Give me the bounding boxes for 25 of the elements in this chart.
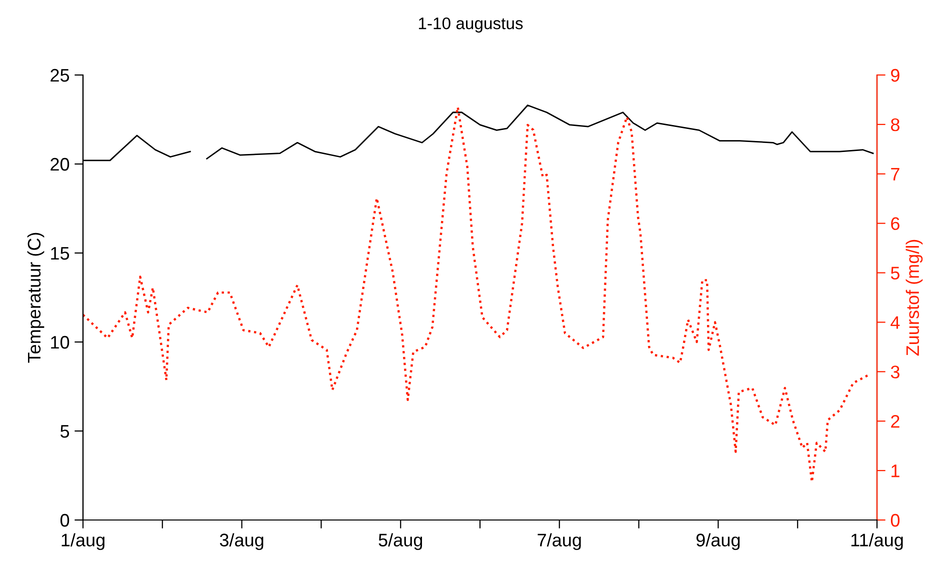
x-tick-label: 1/aug — [62, 533, 104, 550]
y2-axis-title: Zuurstof (mg/l) — [906, 240, 923, 356]
y2-tick-label: 0 — [890, 514, 900, 527]
x-tick-label: 9/aug — [696, 533, 740, 550]
x-tick-label: 5/aug — [378, 533, 422, 550]
x-tick-label: 11/aug — [851, 533, 903, 550]
y2-tick-label: 8 — [890, 118, 900, 132]
y-tick-label: 20 — [50, 158, 70, 171]
y-tick-label: 0 — [60, 514, 70, 527]
y2-tick-label: 7 — [891, 168, 900, 180]
y2-tick-label: 5 — [890, 266, 900, 280]
y-axis-title: Temperatuur (C) — [27, 232, 44, 363]
y2-tick-label: 9 — [891, 68, 900, 82]
y-tick-label: 5 — [60, 425, 70, 438]
y-tick-label: 15 — [51, 247, 70, 260]
y2-tick-label: 4 — [890, 316, 900, 329]
y-tick-label: 25 — [50, 68, 70, 82]
x-tick-label: 3/aug — [220, 533, 264, 550]
y2-tick-label: 2 — [891, 415, 900, 428]
chart-title: 1-10 augustus — [418, 17, 523, 33]
y-tick-label: 10 — [51, 336, 70, 349]
x-tick-label: 7/aug — [538, 533, 581, 550]
y2-tick-label: 6 — [891, 217, 900, 230]
y2-tick-label: 1 — [892, 464, 900, 478]
y2-tick-label: 3 — [890, 366, 900, 378]
